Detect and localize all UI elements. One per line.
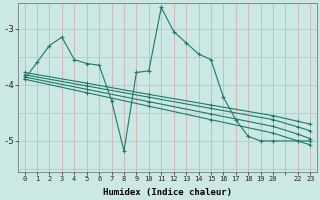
X-axis label: Humidex (Indice chaleur): Humidex (Indice chaleur) (103, 188, 232, 197)
